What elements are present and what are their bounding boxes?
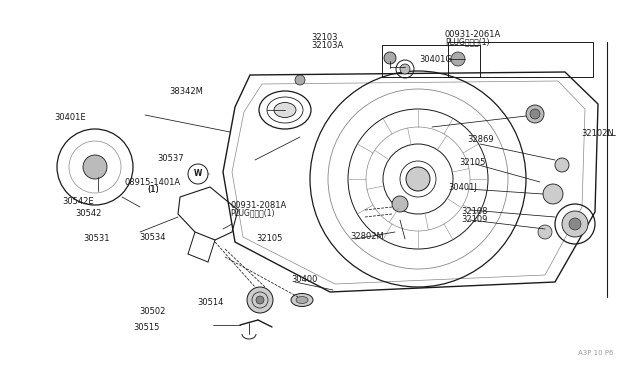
Text: A3P 10 P6: A3P 10 P6 [578,350,613,356]
Text: (1): (1) [147,185,159,194]
Text: 32802M: 32802M [351,232,385,241]
Text: 30534: 30534 [140,233,166,242]
Text: 32105: 32105 [256,234,282,243]
Circle shape [295,75,305,85]
Circle shape [569,218,581,230]
Circle shape [526,105,544,123]
Circle shape [392,196,408,212]
Circle shape [451,52,465,66]
Text: 30401J: 30401J [448,183,477,192]
Text: 30542E: 30542E [63,197,94,206]
Ellipse shape [296,296,308,304]
Circle shape [538,225,552,239]
Text: PLUGブラグ(1): PLUGブラグ(1) [230,209,275,218]
Circle shape [247,287,273,313]
Text: 30401E: 30401E [55,113,86,122]
Text: 30515: 30515 [133,323,159,332]
Text: 32102N: 32102N [582,129,614,138]
Text: 30514: 30514 [197,298,223,307]
Text: 32103: 32103 [312,33,338,42]
Circle shape [530,109,540,119]
Text: 32108: 32108 [461,207,487,216]
Text: W: W [194,170,202,179]
Circle shape [83,155,107,179]
Circle shape [384,52,396,64]
Text: 30531: 30531 [83,234,109,243]
Circle shape [400,64,410,74]
Text: 38342M: 38342M [170,87,204,96]
Text: 32109: 32109 [461,215,487,224]
Ellipse shape [291,294,313,307]
Text: 30542: 30542 [76,209,102,218]
Text: 00931-2081A: 00931-2081A [230,201,287,210]
Ellipse shape [274,103,296,118]
Circle shape [256,296,264,304]
Circle shape [406,167,430,191]
Circle shape [543,184,563,204]
Text: 32105: 32105 [460,158,486,167]
Circle shape [562,211,588,237]
Text: 30502: 30502 [140,307,166,316]
Text: 32103A: 32103A [312,41,344,50]
Text: 32869: 32869 [467,135,494,144]
Text: 30400: 30400 [291,275,317,284]
Text: 30401G: 30401G [419,55,452,64]
Text: 00931-2061A: 00931-2061A [445,30,501,39]
Text: 30537: 30537 [157,154,184,163]
Text: 08915-1401A: 08915-1401A [125,178,181,187]
Text: (1): (1) [147,185,159,194]
Text: PLUGブラグ(1): PLUGブラグ(1) [445,38,490,46]
Circle shape [555,158,569,172]
